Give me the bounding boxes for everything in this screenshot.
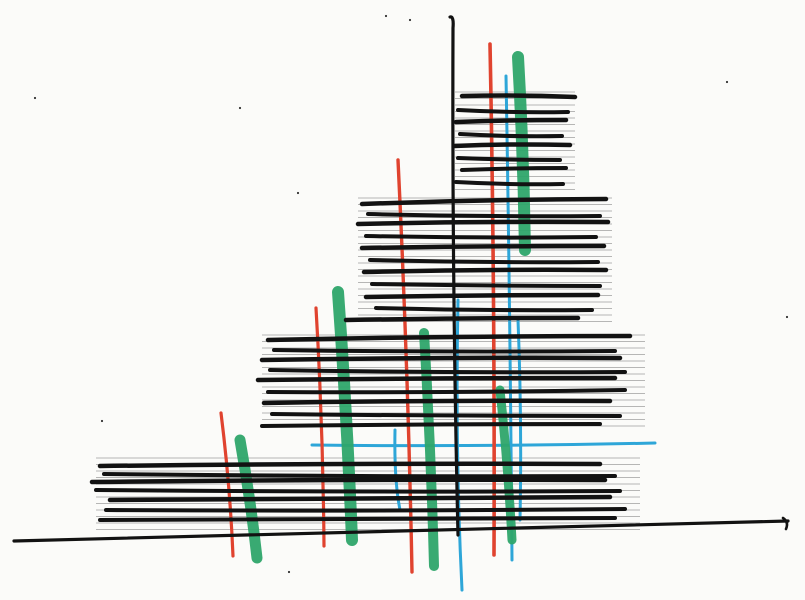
ink-speck [287, 570, 291, 574]
black-hatch-stroke [102, 472, 617, 479]
black-hatch-stroke [355, 219, 611, 227]
ink-speck [408, 18, 412, 22]
black-hatch-stroke [255, 375, 618, 383]
black-hatch-stroke [266, 388, 627, 395]
black-hatch-stroke [456, 108, 570, 115]
black-hatch-stroke [363, 292, 601, 300]
blue-marker-stroke [310, 441, 657, 448]
black-hatch-stroke [370, 282, 602, 288]
black-hatch-stroke [374, 306, 594, 313]
black-hatch-stroke [364, 234, 598, 240]
ink-speck [238, 106, 242, 110]
black-hatch-stroke [366, 212, 602, 219]
axis-lines [12, 15, 790, 543]
ink-speck [725, 80, 729, 84]
black-hatch-stroke [268, 368, 627, 375]
ink-speck [100, 419, 104, 423]
ink-speck [785, 315, 789, 319]
black-hatch-stroke [94, 488, 622, 494]
black-hatch-stroke [97, 461, 603, 469]
black-hatching-strokes [89, 93, 633, 522]
green-marker-stroke [419, 328, 439, 571]
black-hatch-stroke [107, 494, 613, 503]
ink-speck [384, 14, 388, 18]
black-hatch-stroke [459, 93, 578, 100]
axis-end-flick [781, 516, 789, 531]
black-hatch-stroke [98, 516, 617, 522]
black-hatch-stroke [456, 156, 562, 162]
vertical-axis-line [448, 15, 460, 537]
ink-speck [33, 96, 37, 100]
black-hatch-stroke [259, 355, 623, 363]
black-hatch-stroke [451, 142, 573, 149]
horizontal-axis-line [12, 519, 790, 543]
black-hatch-stroke [460, 166, 568, 172]
black-hatch-stroke [270, 412, 622, 418]
red-marker-stroke [219, 411, 235, 558]
ink-speck [296, 191, 300, 195]
black-hatch-stroke [261, 398, 613, 406]
red-marker-stroke [488, 42, 496, 557]
black-hatch-stroke [343, 315, 581, 323]
green-marker-stroke [512, 51, 531, 256]
ink-specks [33, 14, 789, 574]
black-hatch-stroke [454, 180, 565, 187]
black-hatch-stroke [361, 267, 609, 275]
black-hatch-stroke [104, 507, 627, 513]
black-hatch-stroke [458, 132, 564, 139]
black-hatch-stroke [368, 258, 600, 265]
black-hatch-stroke [272, 348, 617, 354]
black-hatch-stroke [453, 117, 569, 125]
black-hatch-stroke [265, 333, 633, 343]
black-hatch-stroke [359, 243, 607, 251]
black-hatch-stroke [359, 196, 609, 207]
black-hatch-stroke [260, 422, 602, 428]
black-hatch-stroke [89, 477, 608, 485]
